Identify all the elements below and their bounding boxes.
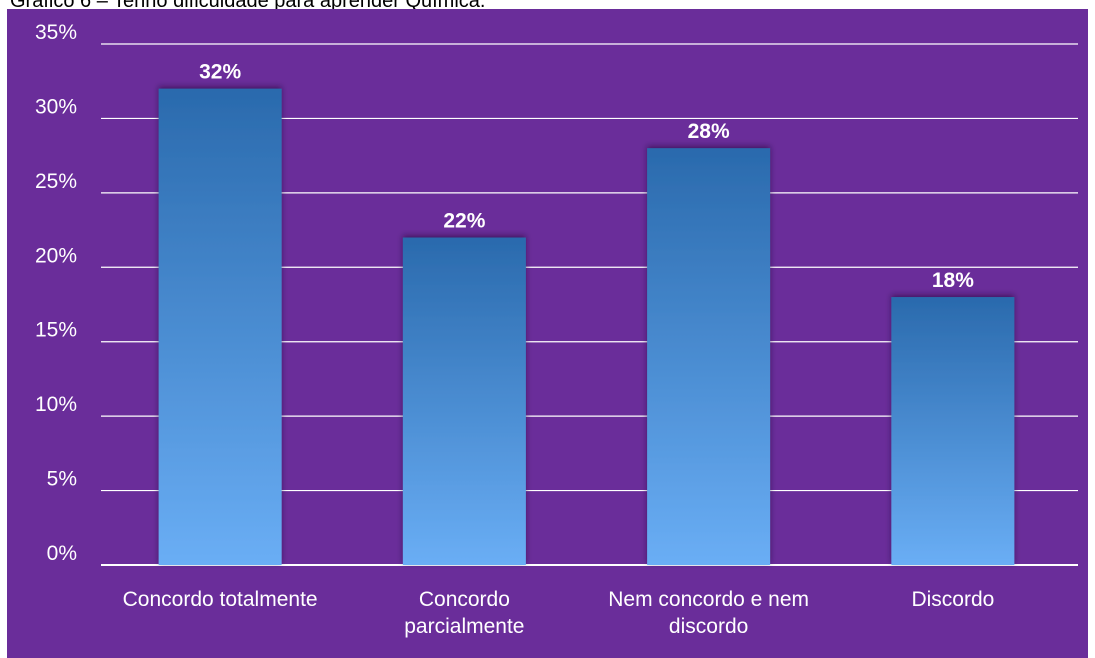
y-axis-tick-labels: 0% 5% 10% 15% 20% 25% 30% 35% [35, 21, 77, 565]
data-label: 32% [199, 61, 241, 84]
bar [158, 88, 282, 566]
y-tick-label: 25% [35, 170, 77, 193]
chart-panel: 0% 5% 10% 15% 20% 25% 30% 35% 32% 22% 28% 18% Conc… [7, 9, 1088, 658]
x-tick-label: Concordo totalmente [123, 588, 318, 611]
data-label: 18% [932, 269, 974, 292]
y-tick-label: 20% [35, 244, 77, 267]
data-labels: 32% 22% 28% 18% [199, 61, 974, 292]
bars [158, 88, 1015, 566]
y-tick-label: 30% [35, 95, 77, 118]
y-tick-label: 0% [47, 542, 77, 565]
y-tick-label: 5% [47, 468, 77, 491]
y-tick-label: 15% [35, 319, 77, 342]
x-tick-label: Nem concordo e nem discordo [608, 588, 809, 638]
x-axis-tick-labels: Concordo totalmente Concordo parcialmente N… [123, 588, 995, 638]
bar [402, 237, 526, 565]
bar-chart: 0% 5% 10% 15% 20% 25% 30% 35% 32% 22% 28% 18% Conc… [7, 9, 1088, 658]
data-label: 22% [443, 210, 485, 233]
y-tick-label: 10% [35, 393, 77, 416]
bar [647, 148, 771, 565]
y-tick-label: 35% [35, 21, 77, 44]
x-tick-label: Discordo [911, 588, 994, 611]
bar [891, 297, 1015, 565]
data-label: 28% [688, 120, 730, 143]
x-tick-label: Concordo parcialmente [404, 588, 524, 638]
